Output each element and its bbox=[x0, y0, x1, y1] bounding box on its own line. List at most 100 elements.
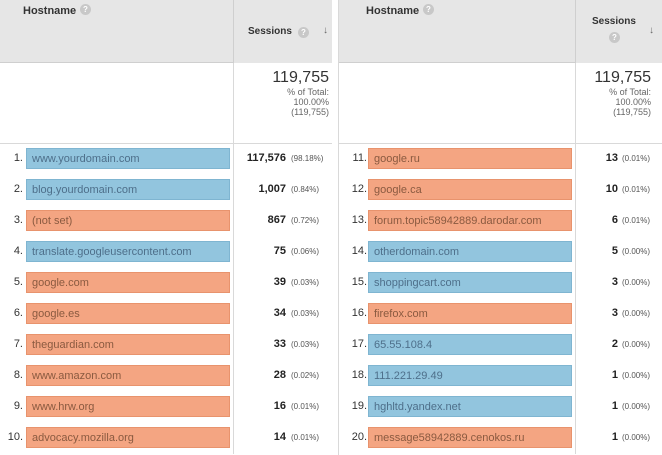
hostname-link[interactable]: www.hrw.org bbox=[26, 396, 230, 417]
sessions-value: 867 bbox=[267, 214, 286, 226]
sessions-cell: 14 (0.01%) bbox=[233, 423, 332, 454]
sessions-column-header[interactable]: Sessions ? ↓ bbox=[233, 0, 332, 63]
sessions-cell: 10 (0.01%) bbox=[575, 175, 662, 206]
row-rank: 9. bbox=[13, 400, 23, 412]
sessions-percent: (0.00%) bbox=[622, 402, 651, 411]
hostname-link[interactable]: www.yourdomain.com bbox=[26, 148, 230, 169]
pct-of-total-count: (119,755) bbox=[613, 107, 651, 117]
table-row: 10. advocacy.mozilla.org 14 (0.01%) bbox=[0, 423, 332, 454]
row-rank: 18. bbox=[351, 369, 367, 381]
help-icon[interactable]: ? bbox=[423, 4, 434, 15]
row-rank: 3. bbox=[13, 214, 23, 226]
sort-descending-icon[interactable]: ↓ bbox=[649, 25, 654, 36]
hostname-link[interactable]: firefox.com bbox=[368, 303, 572, 324]
hostname-link[interactable]: advocacy.mozilla.org bbox=[26, 427, 230, 448]
sessions-value: 6 bbox=[611, 214, 618, 226]
sessions-value: 33 bbox=[273, 338, 286, 350]
table-row: 9. www.hrw.org 16 (0.01%) bbox=[0, 392, 332, 423]
left-hostname-table: Hostname ? Sessions ? ↓ 119,755 % of Tot… bbox=[0, 0, 332, 454]
total-sessions: 119,755 bbox=[272, 69, 329, 86]
sessions-value: 28 bbox=[273, 369, 286, 381]
row-rank: 20. bbox=[351, 431, 367, 443]
sessions-value: 3 bbox=[611, 276, 618, 288]
table-row: 5. google.com 39 (0.03%) bbox=[0, 268, 332, 299]
sessions-cell: 13 (0.01%) bbox=[575, 144, 662, 175]
hostname-link[interactable]: hghltd.yandex.net bbox=[368, 396, 572, 417]
row-rank: 5. bbox=[13, 276, 23, 288]
hostname-link[interactable]: otherdomain.com bbox=[368, 241, 572, 262]
sessions-cell: 1 (0.00%) bbox=[575, 423, 662, 454]
hostname-link[interactable]: shoppingcart.com bbox=[368, 272, 572, 293]
table-row: 8. www.amazon.com 28 (0.02%) bbox=[0, 361, 332, 392]
sessions-value: 2 bbox=[611, 338, 618, 350]
row-rank: 12. bbox=[351, 183, 367, 195]
sessions-cell: 39 (0.03%) bbox=[233, 268, 332, 299]
help-icon[interactable]: ? bbox=[80, 4, 91, 15]
hostname-link[interactable]: message58942889.cenokos.ru bbox=[368, 427, 572, 448]
right-hostname-table: Hostname ? Sessions ? ↓ 119,755 % of Tot… bbox=[339, 0, 662, 455]
table-row: 16. firefox.com 3 (0.00%) bbox=[339, 299, 662, 330]
help-icon[interactable]: ? bbox=[298, 27, 309, 38]
hostname-column-header[interactable]: Hostname bbox=[366, 5, 420, 17]
table-row: 14. otherdomain.com 5 (0.00%) bbox=[339, 237, 662, 268]
sessions-value: 117,576 bbox=[246, 152, 286, 164]
hostname-link[interactable]: 65.55.108.4 bbox=[368, 334, 572, 355]
row-rank: 6. bbox=[13, 307, 23, 319]
table-row: 19. hghltd.yandex.net 1 (0.00%) bbox=[339, 392, 662, 423]
panel-divider bbox=[338, 0, 339, 455]
table-row: 13. forum.topic58942889.darodar.com 6 (0.01… bbox=[339, 206, 662, 237]
sessions-percent: (0.72%) bbox=[291, 216, 320, 225]
sessions-percent: (0.01%) bbox=[291, 402, 320, 411]
table-row: 2. blog.yourdomain.com 1,007 (0.84%) bbox=[0, 175, 332, 206]
hostname-link[interactable]: google.ru bbox=[368, 148, 572, 169]
hostname-column-header[interactable]: Hostname bbox=[23, 5, 77, 17]
hostname-link[interactable]: (not set) bbox=[26, 210, 230, 231]
table-row: 7. theguardian.com 33 (0.03%) bbox=[0, 330, 332, 361]
hostname-link[interactable]: blog.yourdomain.com bbox=[26, 179, 230, 200]
sessions-cell: 16 (0.01%) bbox=[233, 392, 332, 423]
row-rank: 10. bbox=[7, 431, 23, 443]
row-rank: 4. bbox=[13, 245, 23, 257]
sessions-percent: (0.00%) bbox=[622, 433, 651, 442]
table-row: 4. translate.googleusercontent.com 75 (0.06… bbox=[0, 237, 332, 268]
table-row: 6. google.es 34 (0.03%) bbox=[0, 299, 332, 330]
sessions-cell: 33 (0.03%) bbox=[233, 330, 332, 361]
hostname-link[interactable]: forum.topic58942889.darodar.com bbox=[368, 210, 572, 231]
sessions-value: 39 bbox=[273, 276, 286, 288]
hostname-link[interactable]: google.ca bbox=[368, 179, 572, 200]
summary-row: 119,755 % of Total: 100.00% (119,755) bbox=[339, 63, 662, 144]
sessions-header-label: Sessions bbox=[248, 26, 292, 37]
sessions-value: 75 bbox=[273, 245, 286, 257]
sort-descending-icon[interactable]: ↓ bbox=[323, 25, 328, 36]
table-row: 1. www.yourdomain.com 117,576 (98.18%) bbox=[0, 144, 332, 175]
sessions-cell: 6 (0.01%) bbox=[575, 206, 662, 237]
sessions-value: 3 bbox=[611, 307, 618, 319]
sessions-percent: (0.84%) bbox=[291, 185, 320, 194]
hostname-link[interactable]: google.es bbox=[26, 303, 230, 324]
sessions-value: 13 bbox=[605, 152, 618, 164]
sessions-value: 16 bbox=[273, 400, 286, 412]
table-header: Hostname ? Sessions ? ↓ bbox=[339, 0, 662, 63]
sessions-cell: 5 (0.00%) bbox=[575, 237, 662, 268]
pct-of-total-value: 100.00% bbox=[615, 97, 651, 107]
row-rank: 13. bbox=[351, 214, 367, 226]
sessions-summary: 119,755 % of Total: 100.00% (119,755) bbox=[575, 63, 662, 144]
row-rank: 1. bbox=[13, 152, 23, 164]
summary-row: 119,755 % of Total: 100.00% (119,755) bbox=[0, 63, 332, 144]
hostname-link[interactable]: theguardian.com bbox=[26, 334, 230, 355]
hostname-link[interactable]: google.com bbox=[26, 272, 230, 293]
hostname-link[interactable]: translate.googleusercontent.com bbox=[26, 241, 230, 262]
row-rank: 14. bbox=[351, 245, 367, 257]
sessions-percent: (0.02%) bbox=[291, 371, 320, 380]
sessions-cell: 3 (0.00%) bbox=[575, 268, 662, 299]
hostname-link[interactable]: 111.221.29.49 bbox=[368, 365, 572, 386]
hostname-link[interactable]: www.amazon.com bbox=[26, 365, 230, 386]
table-row: 11. google.ru 13 (0.01%) bbox=[339, 144, 662, 175]
sessions-header-label: Sessions bbox=[592, 16, 636, 27]
sessions-column-header[interactable]: Sessions ? ↓ bbox=[575, 0, 662, 63]
help-icon[interactable]: ? bbox=[609, 32, 620, 43]
pct-of-total-label: % of Total: bbox=[287, 87, 329, 97]
sessions-value: 10 bbox=[605, 183, 618, 195]
sessions-value: 1 bbox=[611, 400, 618, 412]
sessions-cell: 117,576 (98.18%) bbox=[233, 144, 332, 175]
